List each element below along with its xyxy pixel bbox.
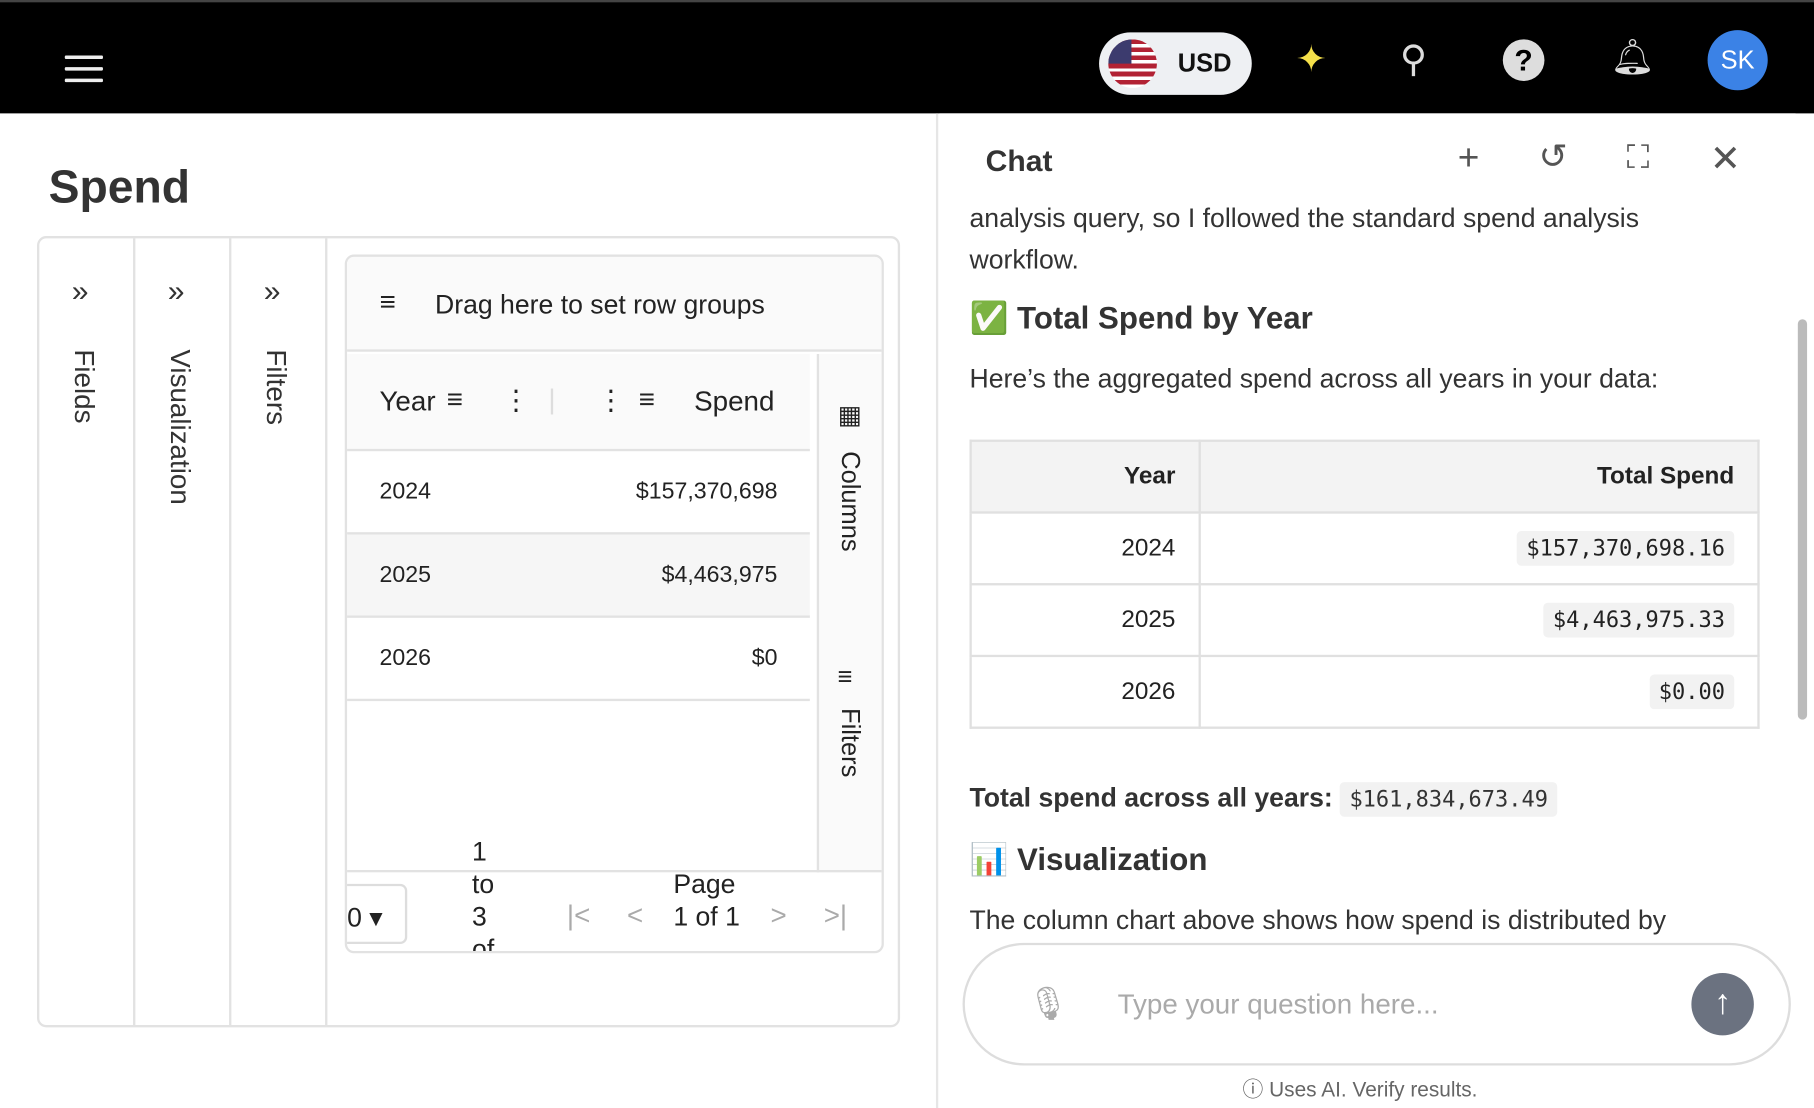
currency-label: USD [1177,48,1232,78]
columns-tab[interactable]: Columns [836,451,866,552]
chat-title: Chat [985,143,1053,179]
chat-scrollbar[interactable] [1797,319,1808,720]
us-flag-icon [1108,39,1157,88]
data-grid: ≡ Drag here to set row groups Year ≡ ⋮ |… [344,254,884,954]
page-indicator: Page 1 of 1 [673,868,740,932]
panel-divider[interactable] [935,113,939,1108]
last-page-icon[interactable]: >| [823,900,848,932]
table-row: 2025 $4,463,975.33 [969,583,1760,658]
bell-icon[interactable]: 🔔︎ [1610,38,1655,77]
currency-selector[interactable]: USD [1099,32,1252,95]
table-row: 2024 $157,370,698 [347,451,810,535]
microphone-icon[interactable]: 🎙︎ [1027,985,1069,1022]
chat-message-text: analysis query, so I followed the standa… [969,202,1640,275]
send-button[interactable]: ↑ [1691,972,1754,1036]
columns-icon: ▦ [837,400,862,430]
table-row: 2025 $4,463,975 [347,534,810,618]
row-group-dropzone[interactable]: ≡ Drag here to set row groups [347,256,882,352]
chat-input[interactable]: 🎙︎ Type your question here... ↑ [962,942,1791,1066]
close-icon[interactable]: ✕ [1709,137,1741,180]
chevron-right-icon: » [167,273,185,308]
filter-icon[interactable]: ≡ [638,384,655,416]
new-chat-icon[interactable]: + [1457,136,1480,179]
tool-panel-sidebar: ▦ Columns ≡ Filters [816,354,882,873]
fields-label: Fields [68,349,100,424]
table-row: 2026 $0 [347,618,810,702]
history-icon[interactable]: ↺ [1538,137,1568,176]
table-header: Total Spend [1198,439,1760,514]
filters-tab[interactable]: Filters [836,708,866,778]
fullscreen-icon[interactable]: ⛶ [1626,138,1650,175]
top-bar: USD ✦ ⚲ ? 🔔︎ SK [0,0,1814,114]
filters-label: Filters [260,349,292,425]
chevron-right-icon: » [71,273,89,308]
first-page-icon[interactable]: |< [566,900,591,932]
filter-icon: ≡ [837,661,853,691]
next-page-icon[interactable]: > [770,900,787,932]
menu-icon[interactable] [64,55,103,83]
search-icon[interactable]: ⚲ [1399,38,1427,80]
visualization-label: Visualization [164,349,196,505]
section-heading: 📊 Visualization [969,842,1208,877]
row-range-text: 1 to 3 of [472,836,495,954]
spend-table: Year Total Spend 2024 $157,370,698.16 2025… [969,439,1760,729]
section-heading: ✅ Total Spend by Year [969,300,1313,336]
column-header-spend[interactable]: Spend [694,386,775,418]
ai-disclaimer: ⓘ Uses AI. Verify results. [1242,1078,1478,1102]
filter-icon[interactable]: ≡ [446,384,463,416]
page-size-select[interactable]: 0 ▾ [347,883,408,945]
row-group-icon: ≡ [379,286,396,319]
table-header: Year [969,439,1201,514]
table-row: 2026 $0.00 [969,654,1760,729]
row-group-hint: Drag here to set row groups [434,289,765,320]
total-spend: Total spend across all years: $161,834,6… [969,782,1558,817]
chat-message-text: The column chart above shows how spend i… [969,904,1667,935]
pivot-panel: » Fields » Visualization » Filters ≡ Drag h… [37,236,901,1028]
filters-panel-toggle[interactable]: » Filters [231,238,328,1026]
sparkles-icon[interactable]: ✦ [1295,38,1327,80]
chat-header: Chat + ↺ ⛶ ✕ [939,113,1796,197]
page-title: Spend [48,161,191,213]
column-menu-icon[interactable]: ⋮ [596,385,625,417]
pagination: 0 ▾ 1 to 3 of |< < Page 1 of 1 > >| [347,836,882,951]
table-row: 2024 $157,370,698.16 [969,511,1760,586]
chat-message-text: Here’s the aggregated spend across all y… [969,363,1659,394]
chat-input-placeholder[interactable]: Type your question here... [1117,989,1439,1021]
grid-header: Year ≡ ⋮ | ⋮ ≡ Spend [347,354,810,452]
column-menu-icon[interactable]: ⋮ [502,385,530,417]
info-icon: ⓘ [1242,1078,1264,1102]
help-icon[interactable]: ? [1502,39,1545,81]
fields-panel-toggle[interactable]: » Fields [39,238,136,1026]
prev-page-icon[interactable]: < [627,900,644,932]
column-header-year[interactable]: Year [379,386,436,418]
column-separator[interactable]: | [548,384,556,416]
avatar[interactable]: SK [1707,30,1768,91]
chevron-right-icon: » [263,273,281,308]
visualization-panel-toggle[interactable]: » Visualization [135,238,232,1026]
